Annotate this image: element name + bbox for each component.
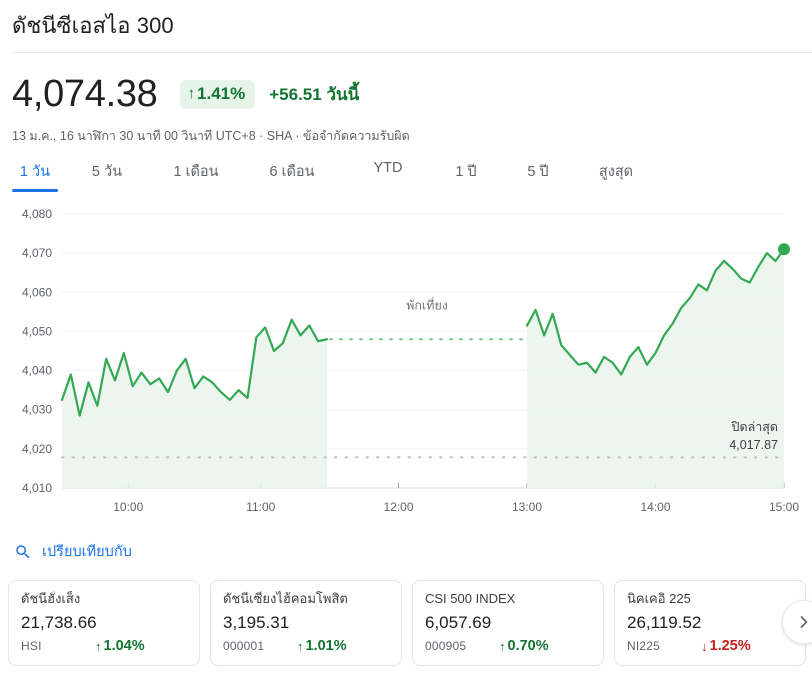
comparison-card[interactable]: นิคเคอิ 225 26,119.52 NI225 ↓ 1.25% (614, 580, 806, 666)
tab-label: 1 ปี (455, 164, 477, 180)
comparison-card-value: 26,119.52 (627, 613, 702, 632)
comparison-card[interactable]: CSI 500 INDEX 6,057.69 000905 ↑ 0.70% (412, 580, 604, 666)
tab-label: YTD (373, 160, 403, 176)
x-axis-tick-label: 13:00 (512, 500, 542, 514)
change-percent-badge: ↑ 1.41% (179, 79, 256, 109)
chart-area-afternoon (527, 249, 784, 488)
y-axis-tick-label: 4,020 (22, 442, 52, 456)
previous-close-label: ปิดล่าสุด (731, 420, 778, 435)
comparison-card-footer: 000001 ↑ 1.01% (223, 638, 389, 654)
comparison-card-change: ↑ 0.70% (499, 638, 549, 654)
comparison-card-value: 3,195.31 (223, 613, 290, 632)
comparison-card-ticker: NI225 (627, 639, 661, 653)
tab-range-7[interactable]: สูงสุด (586, 158, 646, 192)
comparison-card-ticker: HSI (21, 639, 42, 653)
x-axis-tick-label: 10:00 (113, 500, 143, 514)
comparison-card-change-value: 0.70% (507, 638, 549, 654)
chart-line-morning (60, 318, 329, 417)
change-absolute: +56.51 วันนี้ (269, 81, 359, 108)
change-percent-value: 1.41% (197, 83, 246, 103)
header-divider (12, 52, 812, 53)
tab-label: สูงสุด (598, 164, 634, 180)
arrow-down-icon: ↓ (701, 638, 708, 654)
arrow-up-icon: ↑ (297, 638, 304, 654)
tab-range-3[interactable]: 6 เดือน (252, 158, 332, 192)
comparison-card-footer: 000905 ↑ 0.70% (425, 638, 591, 654)
comparison-card-change: ↑ 1.01% (297, 638, 347, 654)
chart-area-morning (62, 319, 327, 488)
tab-label: 5 วัน (91, 164, 123, 180)
comparison-card-name: ดัชนีฮั่งเส็ง (21, 591, 81, 606)
scroll-next-button[interactable] (782, 600, 812, 644)
comparison-card-change: ↓ 1.25% (701, 638, 751, 654)
last-price-marker (778, 243, 790, 256)
compare-with-label: เปรียบเทียบกับ (42, 544, 132, 560)
y-axis-tick-label: 4,010 (22, 481, 52, 495)
lunch-break-label: พักเที่ยง (406, 296, 448, 312)
tab-range-5[interactable]: 1 ปี (440, 158, 492, 192)
search-icon (16, 544, 30, 558)
x-axis-tick-label: 14:00 (640, 500, 670, 514)
price-chart[interactable]: 4,080 4,070 4,060 4,050 4,040 4,030 4,020 4,010… (0, 196, 812, 526)
tab-range-0[interactable]: 1 วัน (12, 158, 58, 192)
page-title: ดัชนีซีเอสไอ 300 (12, 13, 174, 38)
tab-label: 1 วัน (19, 164, 51, 180)
y-axis-tick-label: 4,050 (22, 324, 52, 338)
chart-canvas[interactable]: 4,080 4,070 4,060 4,050 4,040 4,030 4,020 4,010… (0, 196, 812, 526)
y-axis-tick-label: 4,080 (22, 207, 52, 221)
y-axis-tick-label: 4,040 (22, 364, 52, 378)
chart-line-afternoon (525, 248, 786, 376)
comparison-card-ticker: 000905 (425, 639, 467, 653)
y-axis-tick-label: 4,060 (22, 285, 52, 299)
range-tabs: 1 วัน 5 วัน 1 เดือน 6 เดือน YTD 1 ปี 5 ปี สูงสุ… (12, 158, 646, 192)
tab-label: 1 เดือน (173, 164, 219, 180)
previous-close-value: 4,017.87 (729, 438, 778, 452)
arrow-up-icon: ↑ (95, 638, 102, 654)
quote-summary: 4,074.38 ↑ 1.41% +56.51 วันนี้ (12, 72, 359, 116)
comparison-card-change-value: 1.04% (103, 638, 145, 654)
tab-range-2[interactable]: 1 เดือน (158, 158, 234, 192)
change-period-label: วันนี้ (326, 84, 360, 104)
tab-label: 5 ปี (527, 164, 549, 180)
arrow-up-icon: ↑ (187, 84, 196, 102)
quote-metadata: 13 ม.ค., 16 นาฬิกา 30 นาที 00 วินาที UTC… (12, 129, 410, 143)
chevron-right-icon (800, 616, 808, 628)
change-absolute-value: +56.51 (269, 84, 322, 104)
x-axis-tick-label: 15:00 (769, 500, 799, 514)
x-axis-tick-label: 11:00 (246, 500, 275, 514)
comparison-cards: ดัชนีฮั่งเส็ง 21,738.66 HSI ↑ 1.04% ดัชนีเซี่… (8, 580, 806, 666)
comparison-card-footer: NI225 ↓ 1.25% (627, 638, 793, 654)
comparison-card-name: ดัชนีเซี่ยงไฮ้คอมโพสิต (223, 591, 348, 606)
compare-with-button[interactable]: เปรียบเทียบกับ (14, 540, 132, 563)
comparison-card-value: 6,057.69 (425, 613, 492, 632)
comparison-card[interactable]: ดัชนีฮั่งเส็ง 21,738.66 HSI ↑ 1.04% (8, 580, 200, 666)
comparison-card-change-value: 1.25% (709, 638, 751, 654)
tab-range-1[interactable]: 5 วัน (78, 158, 136, 192)
x-axis-tick-label: 12:00 (383, 500, 413, 514)
current-price: 4,074.38 (12, 73, 158, 115)
comparison-card-change: ↑ 1.04% (95, 638, 145, 654)
comparison-card-value: 21,738.66 (21, 613, 97, 632)
comparison-card[interactable]: ดัชนีเซี่ยงไฮ้คอมโพสิต 3,195.31 000001 ↑ 1.0… (210, 580, 402, 666)
y-axis-tick-label: 4,030 (22, 403, 52, 417)
comparison-card-name: CSI 500 INDEX (425, 591, 516, 606)
tab-label: 6 เดือน (269, 164, 315, 180)
tab-range-6[interactable]: 5 ปี (512, 158, 564, 192)
comparison-card-name: นิคเคอิ 225 (627, 591, 691, 606)
comparison-card-change-value: 1.01% (305, 638, 347, 654)
comparison-card-ticker: 000001 (223, 639, 265, 653)
y-axis-tick-label: 4,070 (22, 246, 52, 260)
tab-range-4[interactable]: YTD (356, 158, 420, 185)
comparison-card-footer: HSI ↑ 1.04% (21, 638, 187, 654)
arrow-up-icon: ↑ (499, 638, 506, 654)
